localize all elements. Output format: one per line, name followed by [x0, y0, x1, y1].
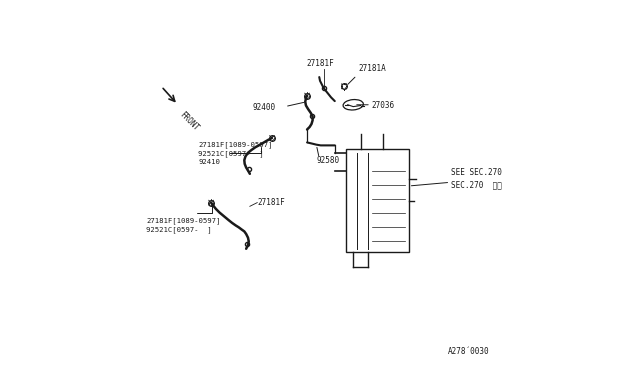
Text: 27181F: 27181F: [257, 198, 285, 207]
Text: 92400: 92400: [253, 103, 276, 112]
Text: 27181F[1089-0597]
92521C[0597-  ]: 27181F[1089-0597] 92521C[0597- ]: [147, 217, 221, 233]
Text: 27181A: 27181A: [359, 64, 387, 73]
Text: 27181F: 27181F: [306, 59, 334, 68]
Text: A278´0030: A278´0030: [448, 347, 490, 356]
Text: 92580: 92580: [316, 155, 339, 165]
Text: 27036: 27036: [372, 101, 395, 110]
Text: FRONT: FRONT: [178, 110, 200, 133]
Text: SEE SEC.270
SEC.270  参照: SEE SEC.270 SEC.270 参照: [451, 168, 502, 189]
Text: 27181F[1089-0597]
92521C[0597-  ]
92410: 27181F[1089-0597] 92521C[0597- ] 92410: [198, 142, 273, 165]
